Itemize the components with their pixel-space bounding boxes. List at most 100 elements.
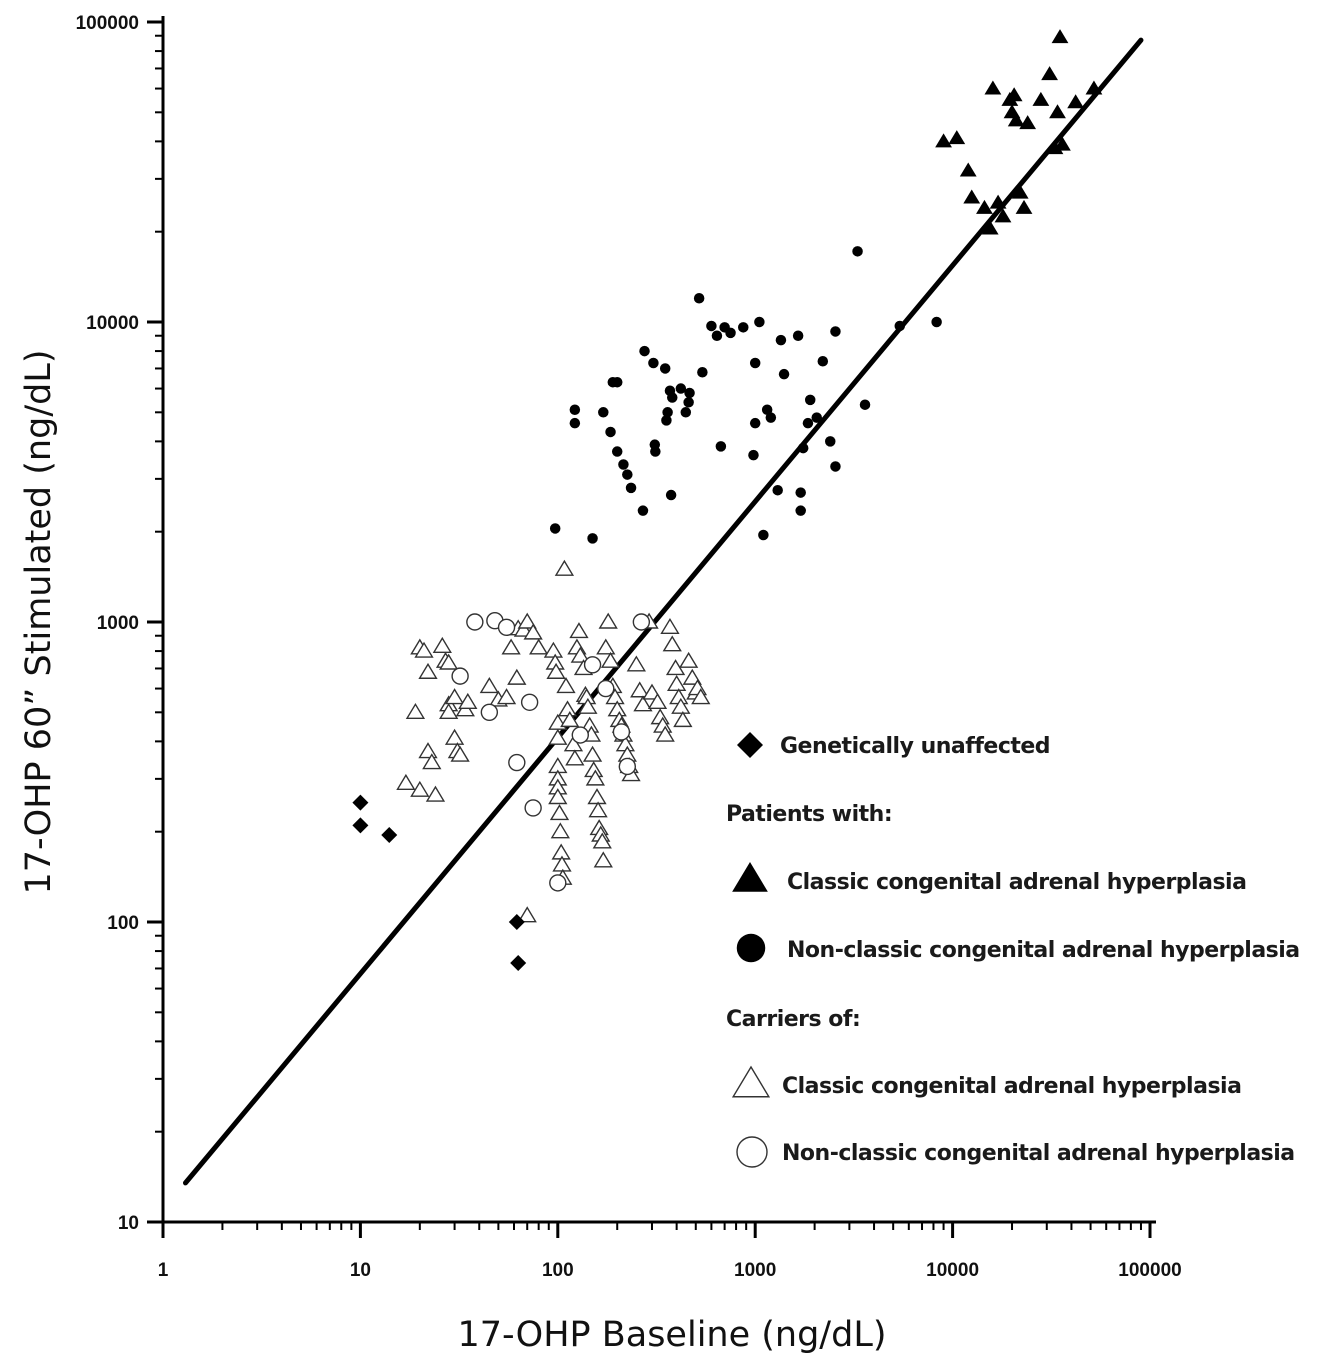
x-tick-label-1: 1 <box>158 1260 169 1281</box>
open-triangle-point <box>556 677 576 694</box>
filled-circle-point <box>765 412 777 423</box>
filled-circle-point <box>804 394 816 406</box>
y-tick-label-100: 100 <box>107 913 139 934</box>
data-points <box>352 29 1103 972</box>
x-tick-label-1000: 1000 <box>734 1260 776 1281</box>
filled-circle-point <box>675 383 687 394</box>
filled-circle-point <box>693 292 705 304</box>
reference-line <box>182 37 1144 1186</box>
filled-circle-point <box>684 387 695 399</box>
open-circle-point <box>612 723 631 741</box>
filled-circle-point <box>637 505 649 516</box>
open-triangle-point <box>560 711 580 728</box>
open-circle-point <box>508 753 526 772</box>
filled-circle-point <box>725 327 736 339</box>
open-triangle-point <box>592 832 612 849</box>
open-triangle-point <box>439 702 459 720</box>
open-triangle-point <box>444 688 465 705</box>
filled-circle-point <box>738 322 749 333</box>
open-circle-point <box>632 613 651 631</box>
y-tick-label-1000: 1000 <box>97 613 139 634</box>
open-triangle-point <box>662 635 682 652</box>
open-triangle-point <box>605 688 625 705</box>
filled-circle-point <box>761 404 773 415</box>
filled-triangle-point <box>994 208 1012 223</box>
open-triangle-point <box>578 697 598 714</box>
open-triangle-point <box>671 697 691 714</box>
filled-triangle-point <box>989 194 1007 209</box>
open-triangle-point <box>450 745 470 762</box>
open-triangle-point <box>582 745 603 762</box>
open-triangle-point <box>550 822 570 839</box>
open-triangle-point <box>554 559 575 576</box>
filled-circle-point <box>549 523 561 534</box>
open-triangle-point <box>496 688 517 705</box>
legend-symbol-open-circle <box>736 1136 768 1168</box>
filled-circle-point <box>754 316 765 328</box>
legend-label-carriers-nonclassic: Non-classic congenital adrenal hyperplas… <box>782 1141 1295 1166</box>
filled-circle-point <box>772 484 783 496</box>
filled-circle-point <box>715 441 727 452</box>
filled-triangle-point <box>1005 87 1023 102</box>
open-triangle-point <box>425 785 446 802</box>
filled-circle-point <box>661 415 672 426</box>
open-triangle-point <box>551 843 571 860</box>
filled-triangle-point <box>959 162 977 177</box>
open-triangle-point <box>517 612 537 629</box>
open-triangle-point <box>600 651 621 668</box>
filled-circle-point <box>797 442 809 454</box>
filled-triangle-point <box>935 133 952 148</box>
filled-circle-point <box>683 397 694 408</box>
open-triangle-point <box>523 623 543 640</box>
open-triangle-point <box>596 638 616 655</box>
open-circle-point <box>549 874 567 892</box>
open-triangle-point <box>507 668 527 685</box>
filled-circle-point <box>605 426 616 438</box>
open-circle-point <box>618 757 637 776</box>
open-triangle-point <box>682 668 702 685</box>
filled-circle-point <box>666 392 678 403</box>
open-triangle-point <box>405 702 426 720</box>
open-circle-point <box>583 656 602 674</box>
open-triangle-point <box>593 851 613 868</box>
open-triangle-point <box>543 641 564 658</box>
filled-circle-point <box>931 316 942 328</box>
x-tick-label-100: 100 <box>542 1260 574 1281</box>
filled-circle-point <box>795 505 806 516</box>
open-triangle-point <box>422 753 442 770</box>
filled-circle-point <box>775 334 787 346</box>
legend-label-patients-classic: Classic congenital adrenal hyperplasia <box>787 870 1246 895</box>
filled-triangle-point <box>948 130 966 145</box>
y-tick-label-10000: 10000 <box>86 313 139 334</box>
filled-triangle-point <box>1049 104 1066 119</box>
open-triangle-point <box>570 646 590 663</box>
filled-diamond-point <box>508 914 525 930</box>
axes: 1 10 100 1000 10000 100000 10 100 1000 10000 10000… <box>76 13 1182 1281</box>
filled-circle-point <box>830 461 841 472</box>
legend: Genetically unaffected Patients with: Cl… <box>726 732 1300 1168</box>
filled-circle-point <box>811 412 822 423</box>
filled-circle-point <box>830 326 841 337</box>
filled-circle-point <box>802 417 814 429</box>
open-circle-point <box>597 679 615 698</box>
filled-circle-point <box>749 357 761 369</box>
filled-circle-point <box>706 320 717 332</box>
open-triangle-point <box>655 725 675 742</box>
open-triangle-point <box>569 622 589 639</box>
filled-circle-point <box>825 436 836 447</box>
filled-diamond-point <box>510 955 527 972</box>
filled-circle-point <box>859 399 871 410</box>
filled-triangle-point <box>976 199 993 214</box>
open-triangle-point <box>626 655 646 672</box>
filled-circle-point <box>711 330 723 341</box>
filled-triangle-point <box>963 189 981 204</box>
legend-group-patients: Patients with: <box>726 802 892 827</box>
open-triangle-point <box>667 674 687 691</box>
open-triangle-point <box>565 749 585 766</box>
y-tick-label-10: 10 <box>118 1213 139 1234</box>
open-triangle-point <box>418 662 438 679</box>
open-circle-point <box>524 799 542 817</box>
filled-circle-point <box>639 345 650 357</box>
legend-label-patients-nonclassic: Non-classic congenital adrenal hyperplas… <box>787 938 1300 963</box>
